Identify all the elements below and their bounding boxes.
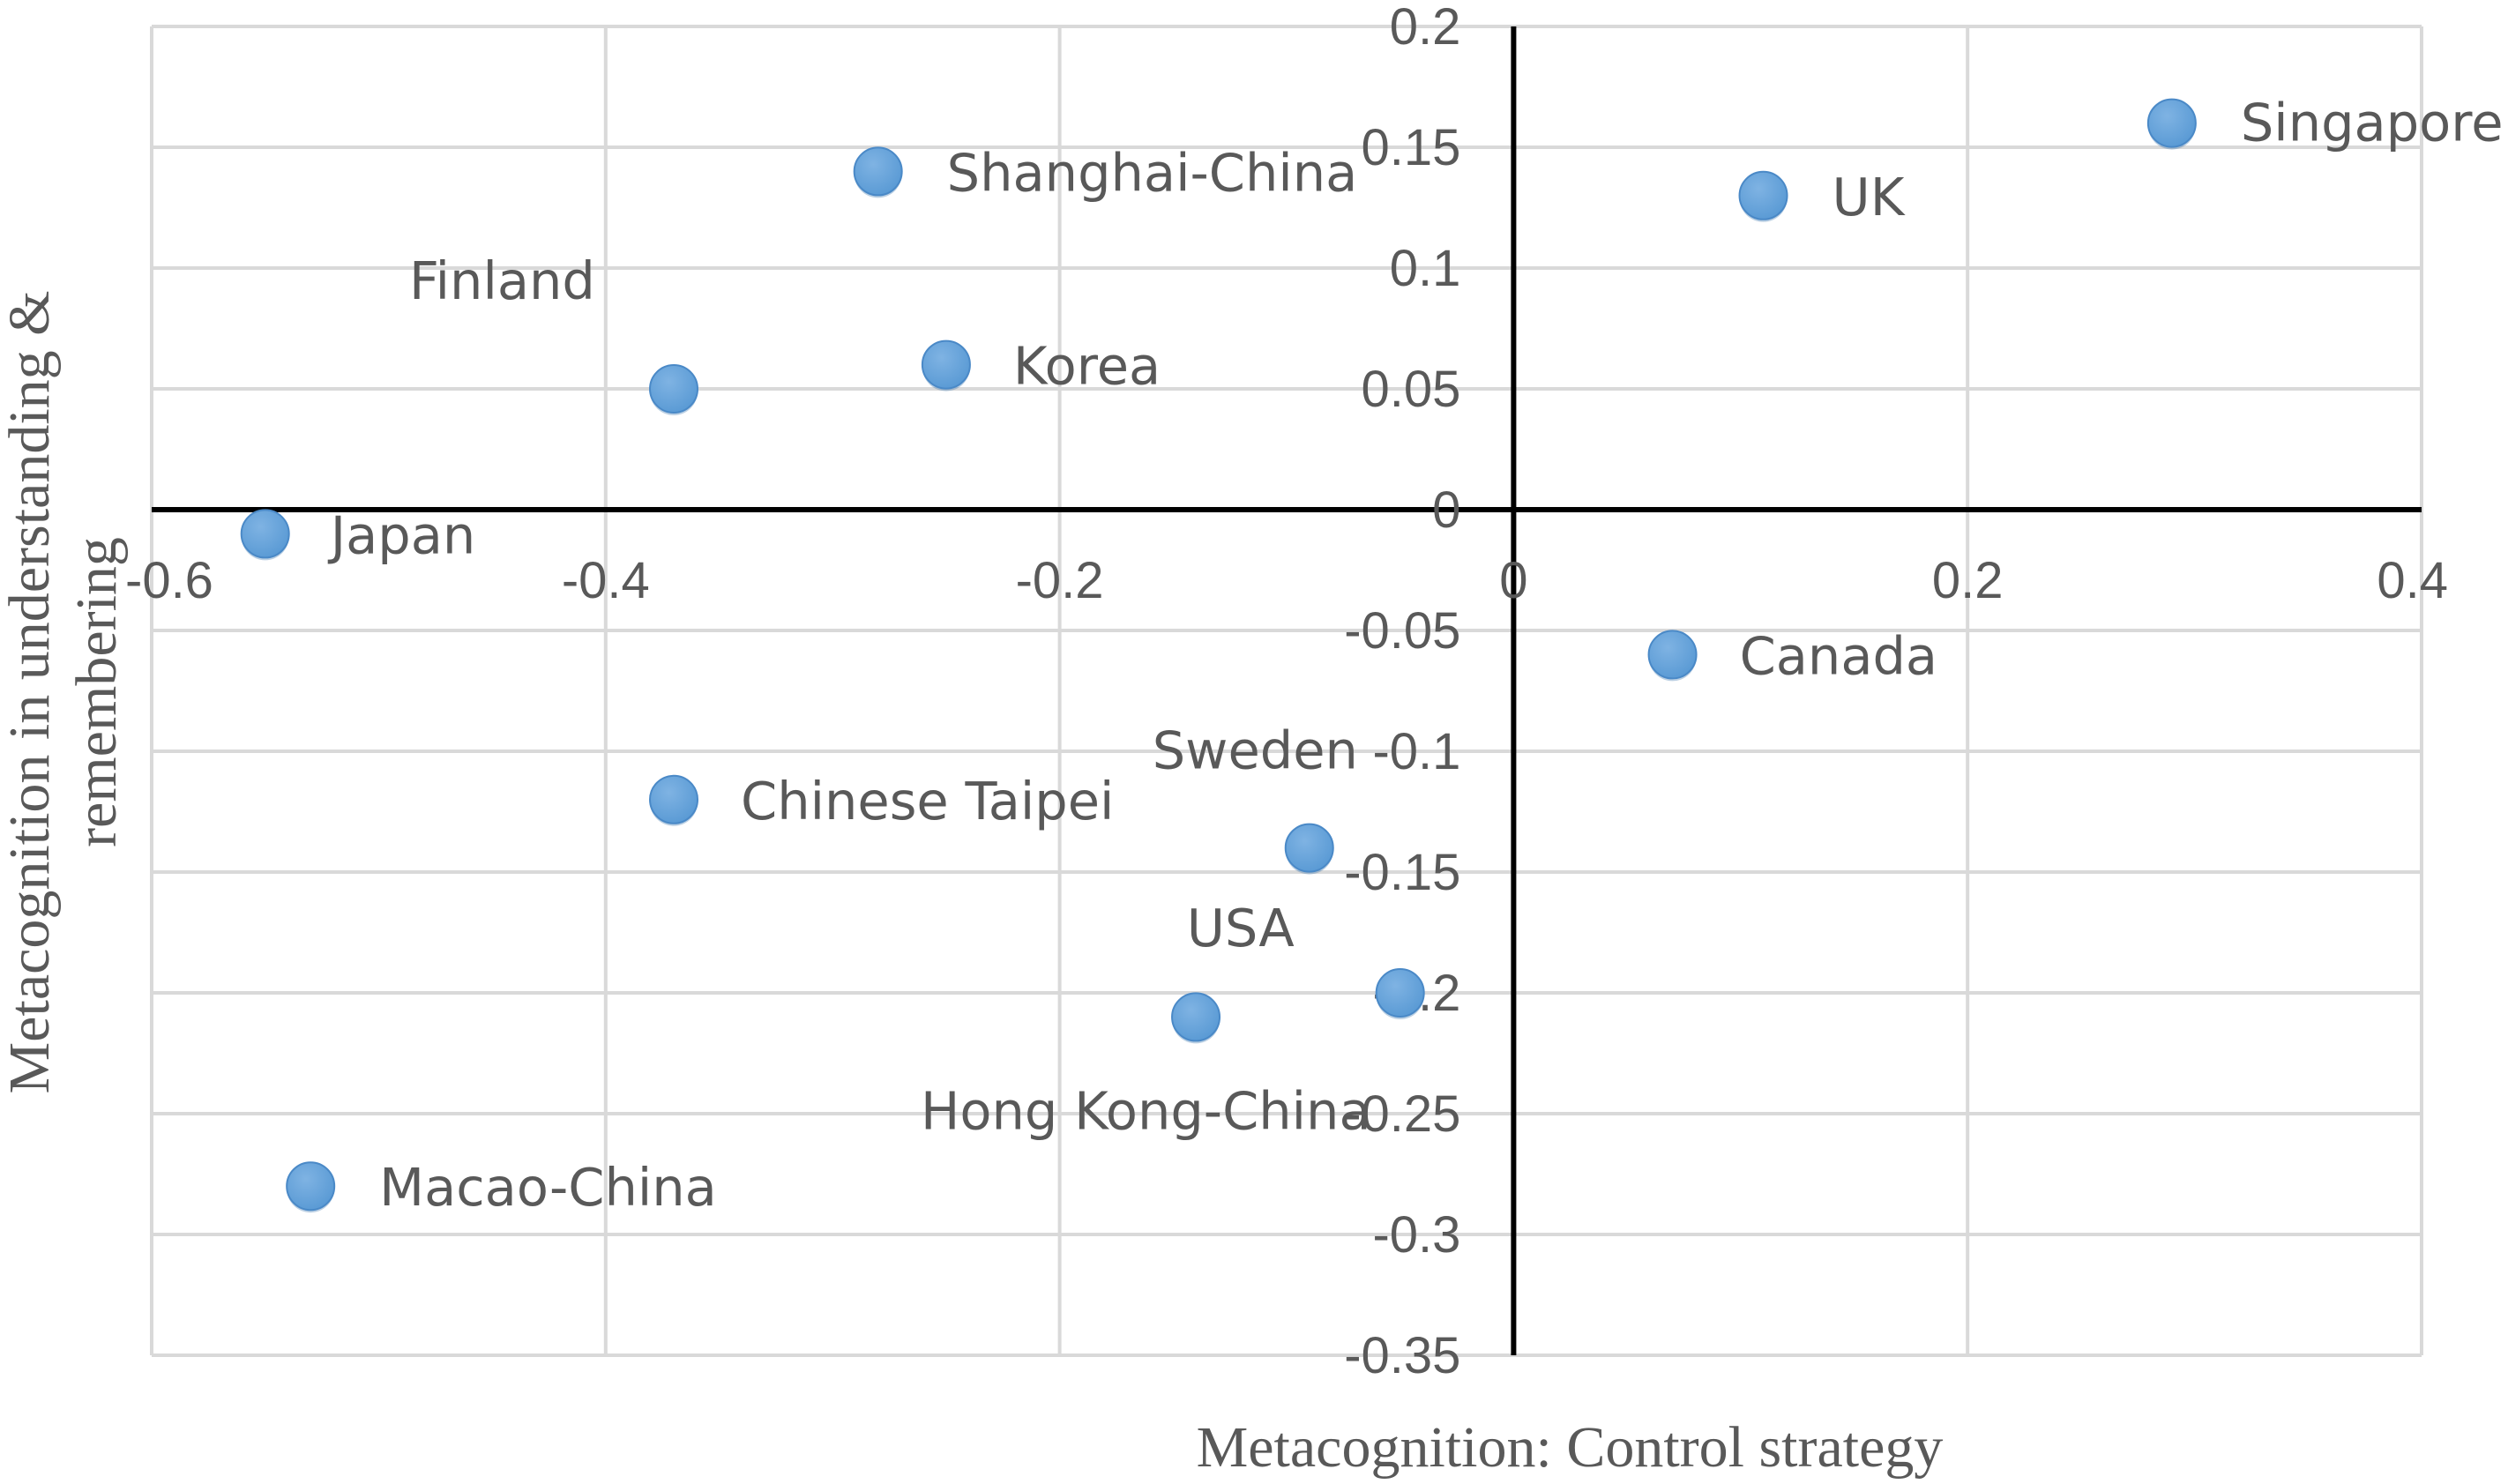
y-tick-label: 0.2 (1390, 0, 1461, 56)
data-point (1284, 823, 1334, 873)
data-point (286, 1161, 336, 1212)
y-tick-label: 0 (1432, 481, 1460, 539)
data-point (921, 339, 971, 390)
data-label: Japan (327, 504, 476, 565)
y-tick-label: -0.35 (1344, 1327, 1460, 1384)
data-label: Finland (409, 250, 595, 311)
x-tick-label: -0.4 (562, 552, 650, 609)
y-axis-title-line-2: remembering (64, 537, 129, 847)
data-label: Singapore (2241, 93, 2504, 153)
data-point (240, 509, 290, 559)
y-axis-title-line-1: Metacognition in understanding & (0, 290, 62, 1093)
y-tick-label: -0.05 (1344, 602, 1460, 660)
data-label: Korea (1013, 336, 1161, 397)
data-point (649, 364, 699, 414)
point-labels: Singapore UK Shanghai-China Finland Korea Jap… (327, 93, 2504, 1219)
y-tick-label: 0.1 (1390, 240, 1461, 297)
y-tick-label: -0.1 (1372, 723, 1460, 780)
data-label: Shanghai-China (947, 142, 1358, 203)
x-tick-label: 0.4 (2377, 552, 2448, 609)
data-points (240, 98, 2197, 1213)
data-point (2146, 98, 2197, 148)
data-label: UK (1832, 167, 1906, 227)
data-point (649, 774, 699, 824)
y-tick-label: 0.05 (1362, 361, 1461, 418)
data-label: Hong Kong-China (921, 1080, 1371, 1141)
data-point (1647, 630, 1698, 680)
y-axis-title: Metacognition in understanding & remembe… (0, 290, 129, 1093)
y-tick-label: -0.15 (1344, 844, 1460, 901)
data-label: USA (1187, 898, 1295, 958)
x-tick-label: -0.2 (1016, 552, 1104, 609)
data-point (1738, 170, 1788, 220)
y-tick-label: 0.15 (1362, 119, 1461, 176)
x-axis-title: Metacognition: Control strategy (1197, 1415, 1944, 1480)
tick-labels: -0.6 -0.4 -0.2 0 0.2 0.4 0.2 0.15 0.1 0.05 0 -0.05 -… (125, 0, 2448, 1384)
x-tick-label: -0.6 (125, 552, 213, 609)
axes (152, 26, 2422, 1355)
y-tick-label: -0.25 (1344, 1085, 1460, 1143)
x-tick-label: 0 (1499, 552, 1527, 609)
data-point (1375, 968, 1425, 1018)
x-tick-label: 0.2 (1932, 552, 2004, 609)
data-label: Sweden (1153, 720, 1358, 781)
gridlines (150, 25, 2423, 1357)
data-label: Chinese Taipei (741, 771, 1114, 831)
data-label: Macao-China (379, 1157, 717, 1218)
data-label: Canada (1740, 625, 1938, 686)
data-point (853, 146, 903, 197)
data-point (1171, 992, 1221, 1042)
y-tick-label: -0.3 (1372, 1206, 1460, 1264)
